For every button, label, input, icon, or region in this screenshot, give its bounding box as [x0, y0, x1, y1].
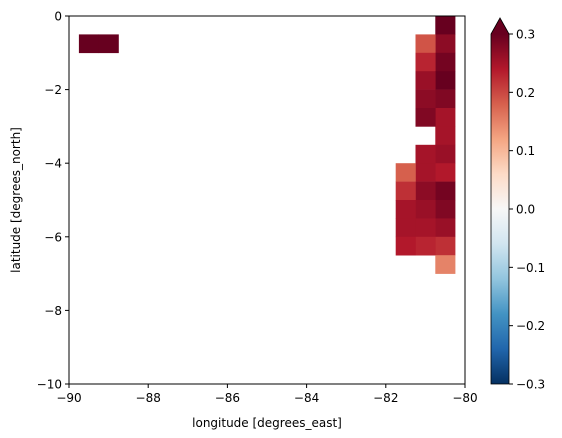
colorbar-tick-label: 0.3	[516, 28, 535, 42]
heatmap-cell	[435, 218, 456, 238]
heatmap-cell	[395, 218, 416, 238]
colorbar-outline	[490, 17, 510, 385]
heatmap-cell	[435, 52, 456, 72]
heatmap-cell	[415, 89, 436, 109]
heatmap-cell	[435, 255, 456, 274]
heatmap-cell	[395, 163, 416, 182]
heatmap-cell	[415, 181, 436, 201]
colorbar: 0.3 0.2 0.1 0.0 −0.1 −0.2 −0.3	[490, 17, 545, 392]
heatmap-cell	[415, 52, 436, 72]
heatmap-cell	[415, 108, 436, 127]
heatmap-cell	[395, 236, 416, 256]
heatmap-cell	[415, 200, 436, 219]
heatmap-cell	[415, 218, 436, 238]
heatmap-cell	[435, 144, 456, 164]
heatmap-cell	[98, 34, 119, 54]
heatmap-cell	[415, 236, 436, 256]
heatmap-cell	[435, 163, 456, 182]
y-tick-label: −2	[44, 83, 62, 97]
x-tick-label: −82	[373, 391, 398, 405]
x-axis: −90 −88 −86 −84 −82 −80	[56, 384, 478, 405]
colorbar-tick-label: 0.1	[516, 144, 535, 158]
heatmap-cell	[435, 108, 456, 127]
heatmap-cell	[78, 34, 99, 54]
heatmap-cell	[435, 236, 456, 256]
x-tick-label: −90	[56, 391, 81, 405]
y-axis: 0 −2 −4 −6 −8 −10	[37, 10, 69, 392]
colorbar-tick-label: −0.3	[516, 378, 545, 392]
heatmap-cell	[415, 34, 436, 54]
heatmap-cells	[78, 16, 456, 274]
colorbar-extend-max-arrow	[491, 18, 509, 34]
plot-frame	[68, 15, 466, 385]
heatmap-cell	[435, 181, 456, 201]
y-tick-label: −10	[37, 378, 62, 392]
colorbar-tick-label: −0.2	[516, 319, 545, 333]
colorbar-tick-label: 0.0	[516, 203, 535, 217]
y-axis-label: latitude [degrees_north]	[9, 127, 23, 273]
heatmap-cell	[415, 163, 436, 182]
x-tick-label: −84	[294, 391, 319, 405]
colorbar-tick-label: 0.2	[516, 86, 535, 100]
x-tick-label: −80	[452, 391, 477, 405]
y-tick-label: −6	[44, 230, 62, 244]
heatmap-cell	[435, 89, 456, 109]
colorbar-gradient	[491, 34, 509, 384]
colorbar-ticks: 0.3 0.2 0.1 0.0 −0.1 −0.2 −0.3	[509, 28, 545, 392]
x-tick-label: −86	[215, 391, 240, 405]
heatmap-cell	[395, 181, 416, 201]
x-tick-label: −88	[136, 391, 161, 405]
heatmap-cell	[435, 34, 456, 54]
heatmap-cell	[435, 126, 456, 146]
y-tick-label: −8	[44, 304, 62, 318]
colorbar-tick-label: −0.1	[516, 261, 545, 275]
heatmap-cell	[395, 200, 416, 219]
heatmap-cell	[415, 144, 436, 164]
heatmap-cell	[435, 200, 456, 219]
heatmap-cell	[435, 71, 456, 90]
heatmap-cell	[415, 71, 436, 90]
x-axis-label: longitude [degrees_east]	[192, 416, 342, 430]
heatmap-cell	[435, 16, 456, 35]
y-tick-label: 0	[54, 10, 62, 24]
y-tick-label: −4	[44, 157, 62, 171]
